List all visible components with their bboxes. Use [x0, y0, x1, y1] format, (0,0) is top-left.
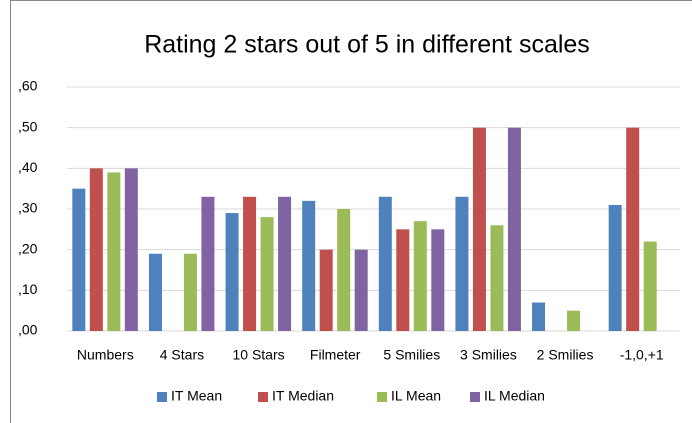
- bar: [507, 127, 521, 332]
- bar: [532, 302, 546, 331]
- legend-label: IT Median: [272, 388, 334, 404]
- x-tick-label: Filmeter: [310, 347, 361, 363]
- bar: [260, 217, 274, 331]
- x-tick-label: 4 Stars: [160, 347, 204, 363]
- legend-swatch: [377, 392, 387, 402]
- y-tick-label: ,40: [18, 159, 38, 175]
- y-tick-label: ,20: [18, 240, 38, 256]
- bar: [378, 196, 392, 331]
- legend-label: IT Mean: [171, 388, 222, 404]
- x-tick-label: 2 Smilies: [537, 347, 594, 363]
- bar: [183, 253, 197, 331]
- bar: [278, 196, 292, 331]
- bar: [201, 196, 215, 331]
- bar: [354, 249, 368, 331]
- x-tick-label: 10 Stars: [232, 347, 284, 363]
- legend-swatch: [470, 392, 480, 402]
- x-tick-label: -1,0,+1: [620, 347, 664, 363]
- bar: [243, 196, 257, 331]
- bar: [396, 229, 410, 331]
- y-tick-label: ,10: [18, 281, 38, 297]
- bar: [643, 241, 657, 331]
- bar: [472, 127, 486, 332]
- bar: [72, 188, 86, 331]
- legend-swatch: [157, 392, 167, 402]
- legend-swatch: [258, 392, 268, 402]
- x-tick-label: 3 Smilies: [460, 347, 517, 363]
- bar: [107, 172, 121, 331]
- bar: [225, 213, 239, 331]
- x-tick-label: 5 Smilies: [383, 347, 440, 363]
- bar: [302, 200, 316, 331]
- bar: [455, 196, 469, 331]
- legend-label: IL Median: [484, 388, 545, 404]
- bar: [490, 225, 504, 331]
- y-tick-label: ,60: [18, 78, 38, 94]
- bar: [567, 310, 581, 331]
- bar: [608, 204, 622, 331]
- y-tick-label: ,30: [18, 200, 38, 216]
- chart-title: Rating 2 stars out of 5 in different sca…: [144, 31, 590, 59]
- chart-border: [10, 0, 692, 423]
- x-tick-label: Numbers: [77, 347, 134, 363]
- bar: [626, 127, 640, 332]
- bar: [89, 168, 103, 331]
- bar: [124, 168, 138, 331]
- legend-label: IL Mean: [391, 388, 441, 404]
- bar: [431, 229, 445, 331]
- bar: [319, 249, 333, 331]
- bar: [337, 209, 351, 331]
- bar: [413, 221, 427, 331]
- y-tick-label: ,50: [18, 118, 38, 134]
- y-tick-label: ,00: [18, 322, 38, 338]
- bar: [148, 253, 162, 331]
